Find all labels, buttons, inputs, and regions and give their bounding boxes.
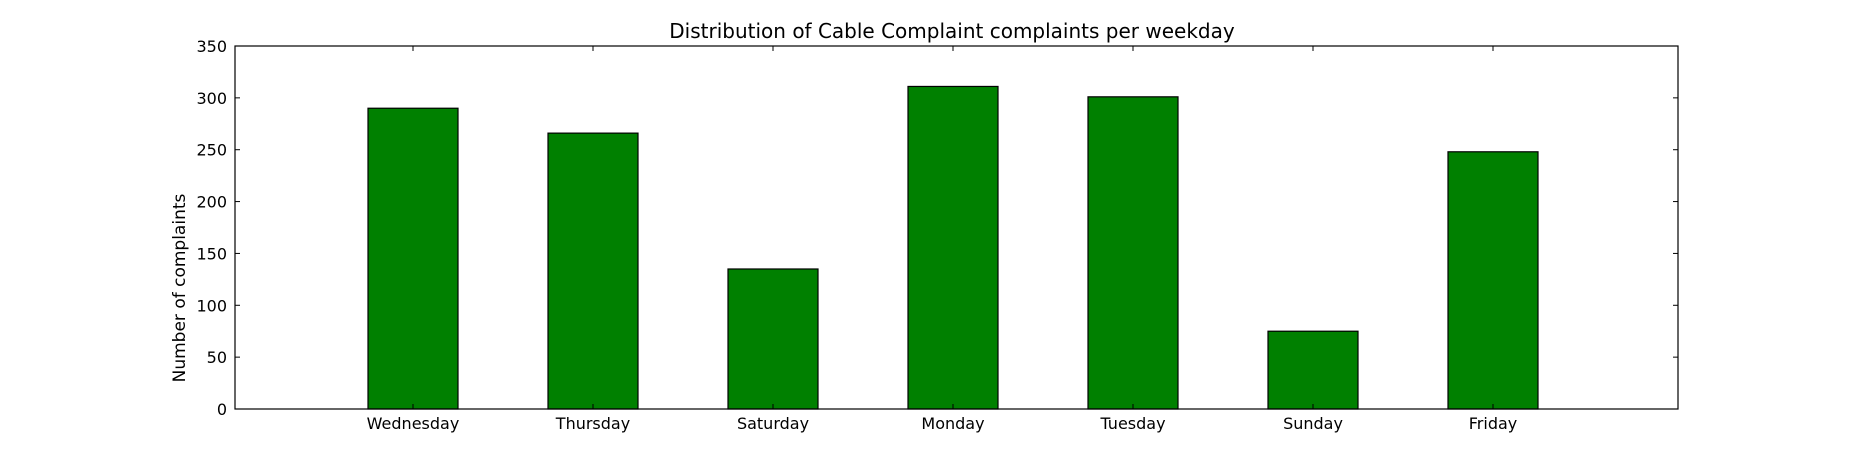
bar-friday xyxy=(1447,151,1539,410)
x-tick-label: Thursday xyxy=(555,414,630,433)
bar-thursday xyxy=(547,132,639,410)
bar-monday xyxy=(907,85,999,410)
chart-title: Distribution of Cable Complaint complain… xyxy=(669,19,1235,43)
x-tick-label: Wednesday xyxy=(367,414,460,433)
x-tick-label: Monday xyxy=(921,414,984,433)
bar-saturday xyxy=(727,268,819,410)
bar-tuesday xyxy=(1087,96,1179,410)
x-tick-label: Friday xyxy=(1469,414,1518,433)
y-axis-label: Number of complaints xyxy=(170,193,190,382)
y-tick-label: 200 xyxy=(196,193,227,212)
y-tick-label: 0 xyxy=(217,400,227,419)
y-tick-label: 300 xyxy=(196,89,227,108)
y-tick-label: 150 xyxy=(196,244,227,263)
y-tick-label: 250 xyxy=(196,141,227,160)
y-tick-label: 350 xyxy=(196,37,227,56)
x-tick-label: Sunday xyxy=(1283,414,1343,433)
bar-sunday xyxy=(1267,330,1359,410)
plot-frame xyxy=(234,45,1679,410)
y-tick-label: 100 xyxy=(196,296,227,315)
ticks-layer: Wednesday Thursday Saturday Monday Tuesday Su… xyxy=(196,37,1678,433)
x-tick-label: Tuesday xyxy=(1099,414,1165,433)
x-tick-label: Saturday xyxy=(737,414,809,433)
bars-layer xyxy=(367,85,1539,410)
bar-wednesday xyxy=(367,107,459,410)
y-tick-label: 50 xyxy=(207,348,227,367)
